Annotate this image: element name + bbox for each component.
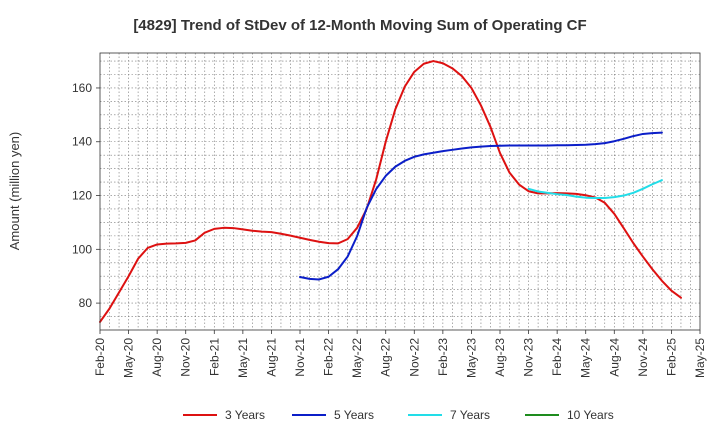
x-tick-label: May-23	[464, 338, 478, 378]
y-tick-label: 160	[72, 81, 92, 95]
legend-item-3-years: 3 Years	[183, 408, 265, 422]
legend-item-10-years: 10 Years	[525, 408, 614, 422]
x-tick-label: May-20	[122, 338, 136, 378]
legend-label: 5 Years	[334, 408, 374, 422]
x-tick-label: Aug-23	[493, 338, 507, 377]
x-tick-label: Nov-23	[522, 338, 536, 377]
x-tick-label: Nov-24	[636, 338, 650, 377]
x-tick-label: Aug-20	[150, 338, 164, 377]
y-tick-label: 80	[79, 296, 93, 310]
series-line-7-years	[527, 179, 663, 199]
x-tick-label: May-24	[579, 338, 593, 378]
x-tick-label: Feb-24	[550, 338, 564, 376]
legend-label: 7 Years	[450, 408, 490, 422]
legend-item-5-years: 5 Years	[292, 408, 374, 422]
chart-title: [4829] Trend of StDev of 12-Month Moving…	[133, 17, 586, 34]
plot-area	[99, 52, 701, 331]
x-tick-label: Nov-22	[407, 338, 421, 377]
legend-label: 3 Years	[225, 408, 265, 422]
x-tick-label: Feb-25	[664, 338, 678, 376]
x-tick-label: May-22	[350, 338, 364, 378]
series-line-3-years	[99, 60, 682, 323]
y-tick-labels: 80 100 120 140 160	[72, 81, 100, 310]
series-lines	[99, 60, 682, 323]
x-tick-label: Feb-21	[207, 338, 221, 376]
series-line-5-years	[299, 131, 663, 281]
y-tick-label: 140	[72, 135, 92, 149]
x-tick-label: Aug-24	[607, 338, 621, 377]
x-tick-label: Nov-21	[293, 338, 307, 377]
legend-label: 10 Years	[567, 408, 614, 422]
legend: 3 Years 5 Years 7 Years 10 Years	[183, 408, 614, 422]
y-axis-label: Amount (million yen)	[7, 132, 22, 251]
x-tick-label: May-21	[236, 338, 250, 378]
x-tick-labels: Feb-20 May-20 Aug-20 Nov-20 Feb-21 May-21 Aug-…	[93, 330, 707, 378]
x-tick-label: Feb-23	[436, 338, 450, 376]
x-tick-label: Aug-22	[379, 338, 393, 377]
grid-lines	[100, 53, 700, 330]
y-tick-label: 120	[72, 189, 92, 203]
x-tick-label: Feb-22	[322, 338, 336, 376]
x-tick-label: Feb-20	[93, 338, 107, 376]
y-tick-label: 100	[72, 242, 92, 256]
x-tick-label: Aug-21	[264, 338, 278, 377]
legend-item-7-years: 7 Years	[408, 408, 490, 422]
x-tick-label: Nov-20	[179, 338, 193, 377]
x-tick-label: May-25	[693, 338, 707, 378]
